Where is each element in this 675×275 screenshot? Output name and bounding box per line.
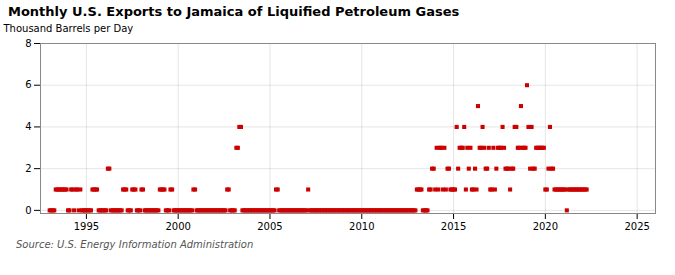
svg-text:2: 2 xyxy=(25,163,31,174)
svg-text:1995: 1995 xyxy=(74,221,99,232)
svg-text:6: 6 xyxy=(25,79,31,90)
svg-text:8: 8 xyxy=(25,38,31,49)
svg-text:0: 0 xyxy=(25,205,31,216)
svg-text:Thousand Barrels per Day: Thousand Barrels per Day xyxy=(3,23,134,34)
svg-text:2020: 2020 xyxy=(533,221,558,232)
svg-text:2025: 2025 xyxy=(624,221,649,232)
svg-text:2000: 2000 xyxy=(165,221,190,232)
html-text:Source: U.S. Energy Informatio: Source: U.S. Energy Information Administ… xyxy=(16,239,254,250)
svg-text:2010: 2010 xyxy=(349,221,374,232)
svg-text:4: 4 xyxy=(25,121,31,132)
html-text:Monthly U.S. Exports to Jamaic: Monthly U.S. Exports to Jamaica of Liqui… xyxy=(8,4,460,19)
svg-text:2005: 2005 xyxy=(257,221,282,232)
svg-text:2015: 2015 xyxy=(441,221,466,232)
